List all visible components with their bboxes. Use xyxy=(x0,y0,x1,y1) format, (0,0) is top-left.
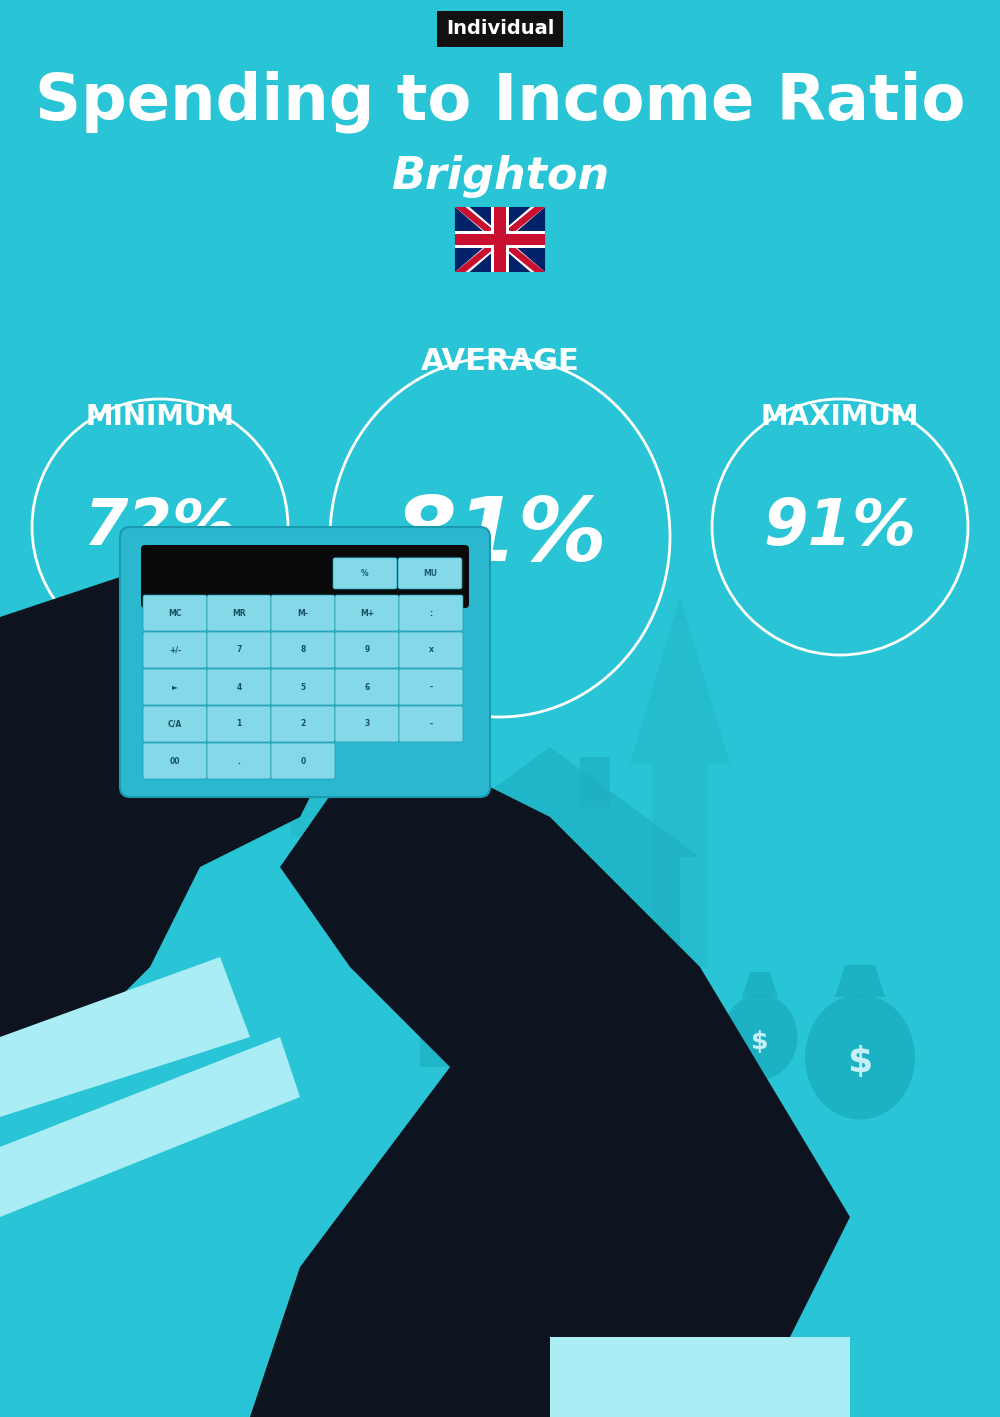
Text: :: : xyxy=(429,608,433,618)
FancyBboxPatch shape xyxy=(143,595,207,631)
FancyBboxPatch shape xyxy=(398,558,462,589)
FancyBboxPatch shape xyxy=(143,632,207,667)
FancyBboxPatch shape xyxy=(333,558,397,589)
Text: 1: 1 xyxy=(236,720,242,728)
Bar xyxy=(455,231,545,248)
FancyBboxPatch shape xyxy=(271,743,335,779)
Text: 6: 6 xyxy=(364,683,370,691)
FancyBboxPatch shape xyxy=(271,632,335,667)
Text: 9: 9 xyxy=(364,646,370,655)
Ellipse shape xyxy=(805,995,915,1119)
FancyBboxPatch shape xyxy=(207,632,271,667)
Polygon shape xyxy=(420,857,680,1067)
Text: MR: MR xyxy=(232,608,246,618)
Text: MC: MC xyxy=(168,608,182,618)
FancyBboxPatch shape xyxy=(399,595,463,631)
Text: x: x xyxy=(429,646,433,655)
FancyBboxPatch shape xyxy=(335,706,399,743)
Text: M-: M- xyxy=(298,608,308,618)
Polygon shape xyxy=(742,972,778,998)
FancyBboxPatch shape xyxy=(399,632,463,667)
Ellipse shape xyxy=(722,995,798,1080)
Bar xyxy=(491,207,509,272)
Text: MINIMUM: MINIMUM xyxy=(86,402,234,431)
Text: 3: 3 xyxy=(364,720,370,728)
Text: $: $ xyxy=(847,1044,873,1078)
Polygon shape xyxy=(455,207,545,272)
Text: ►: ► xyxy=(172,683,178,691)
Bar xyxy=(455,207,545,272)
Polygon shape xyxy=(0,956,250,1117)
FancyBboxPatch shape xyxy=(141,546,469,608)
Text: C/A: C/A xyxy=(168,720,182,728)
FancyBboxPatch shape xyxy=(207,595,271,631)
Text: AVERAGE: AVERAGE xyxy=(421,347,579,377)
FancyBboxPatch shape xyxy=(143,669,207,706)
Text: MAXIMUM: MAXIMUM xyxy=(761,402,919,431)
FancyBboxPatch shape xyxy=(399,706,463,743)
FancyBboxPatch shape xyxy=(143,706,207,743)
Polygon shape xyxy=(272,638,358,837)
Text: Brighton: Brighton xyxy=(391,156,609,198)
Text: -: - xyxy=(429,720,433,728)
Text: M+: M+ xyxy=(360,608,374,618)
Polygon shape xyxy=(455,207,545,272)
Polygon shape xyxy=(0,1037,300,1217)
FancyBboxPatch shape xyxy=(207,706,271,743)
Text: Spending to Income Ratio: Spending to Income Ratio xyxy=(35,71,965,133)
FancyBboxPatch shape xyxy=(207,669,271,706)
Bar xyxy=(688,1085,768,1097)
Bar xyxy=(455,234,545,245)
FancyBboxPatch shape xyxy=(143,743,207,779)
Text: %: % xyxy=(361,568,369,578)
Text: Individual: Individual xyxy=(446,20,554,38)
Polygon shape xyxy=(580,757,610,808)
Text: .: . xyxy=(238,757,240,765)
Bar xyxy=(684,1080,764,1093)
Polygon shape xyxy=(455,207,545,272)
Text: 00: 00 xyxy=(170,757,180,765)
Text: 7: 7 xyxy=(236,646,242,655)
Text: 81%: 81% xyxy=(394,493,606,581)
FancyBboxPatch shape xyxy=(207,743,271,779)
Bar xyxy=(494,207,506,272)
Polygon shape xyxy=(550,1338,850,1417)
Polygon shape xyxy=(0,567,350,1117)
Polygon shape xyxy=(250,767,850,1417)
FancyBboxPatch shape xyxy=(271,669,335,706)
Text: 4: 4 xyxy=(236,683,242,691)
Text: 2: 2 xyxy=(300,720,306,728)
Text: -: - xyxy=(429,683,433,691)
Polygon shape xyxy=(400,747,700,857)
FancyBboxPatch shape xyxy=(271,595,335,631)
Bar xyxy=(680,1076,760,1087)
Polygon shape xyxy=(630,597,730,966)
Polygon shape xyxy=(835,965,885,998)
FancyBboxPatch shape xyxy=(120,527,490,796)
Text: 5: 5 xyxy=(300,683,306,691)
FancyBboxPatch shape xyxy=(335,632,399,667)
Text: 72%: 72% xyxy=(84,496,237,558)
Bar xyxy=(696,1095,776,1107)
Text: $: $ xyxy=(751,1030,769,1054)
Text: 0: 0 xyxy=(300,757,306,765)
FancyBboxPatch shape xyxy=(271,706,335,743)
Polygon shape xyxy=(455,207,545,272)
FancyBboxPatch shape xyxy=(335,595,399,631)
Text: 91%: 91% xyxy=(764,496,916,558)
Text: +/-: +/- xyxy=(169,646,181,655)
FancyBboxPatch shape xyxy=(335,669,399,706)
Text: MU: MU xyxy=(423,568,437,578)
Text: 8: 8 xyxy=(300,646,306,655)
Bar xyxy=(692,1090,772,1102)
Polygon shape xyxy=(528,982,572,1067)
FancyBboxPatch shape xyxy=(399,669,463,706)
